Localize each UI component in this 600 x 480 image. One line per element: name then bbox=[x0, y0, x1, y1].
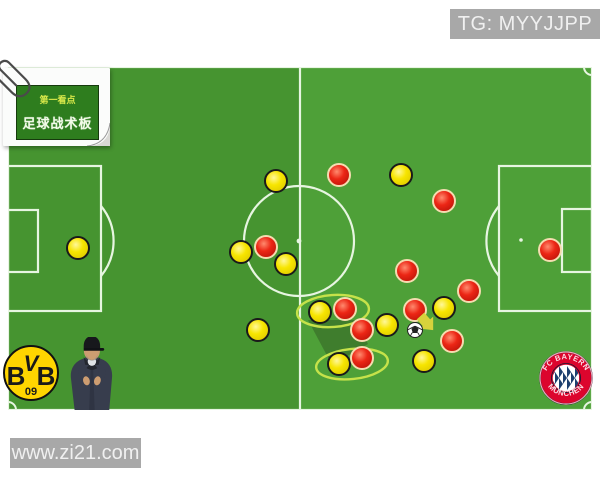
svg-text:B: B bbox=[7, 361, 26, 391]
svg-text:B: B bbox=[37, 361, 56, 391]
svg-text:09: 09 bbox=[25, 386, 37, 398]
